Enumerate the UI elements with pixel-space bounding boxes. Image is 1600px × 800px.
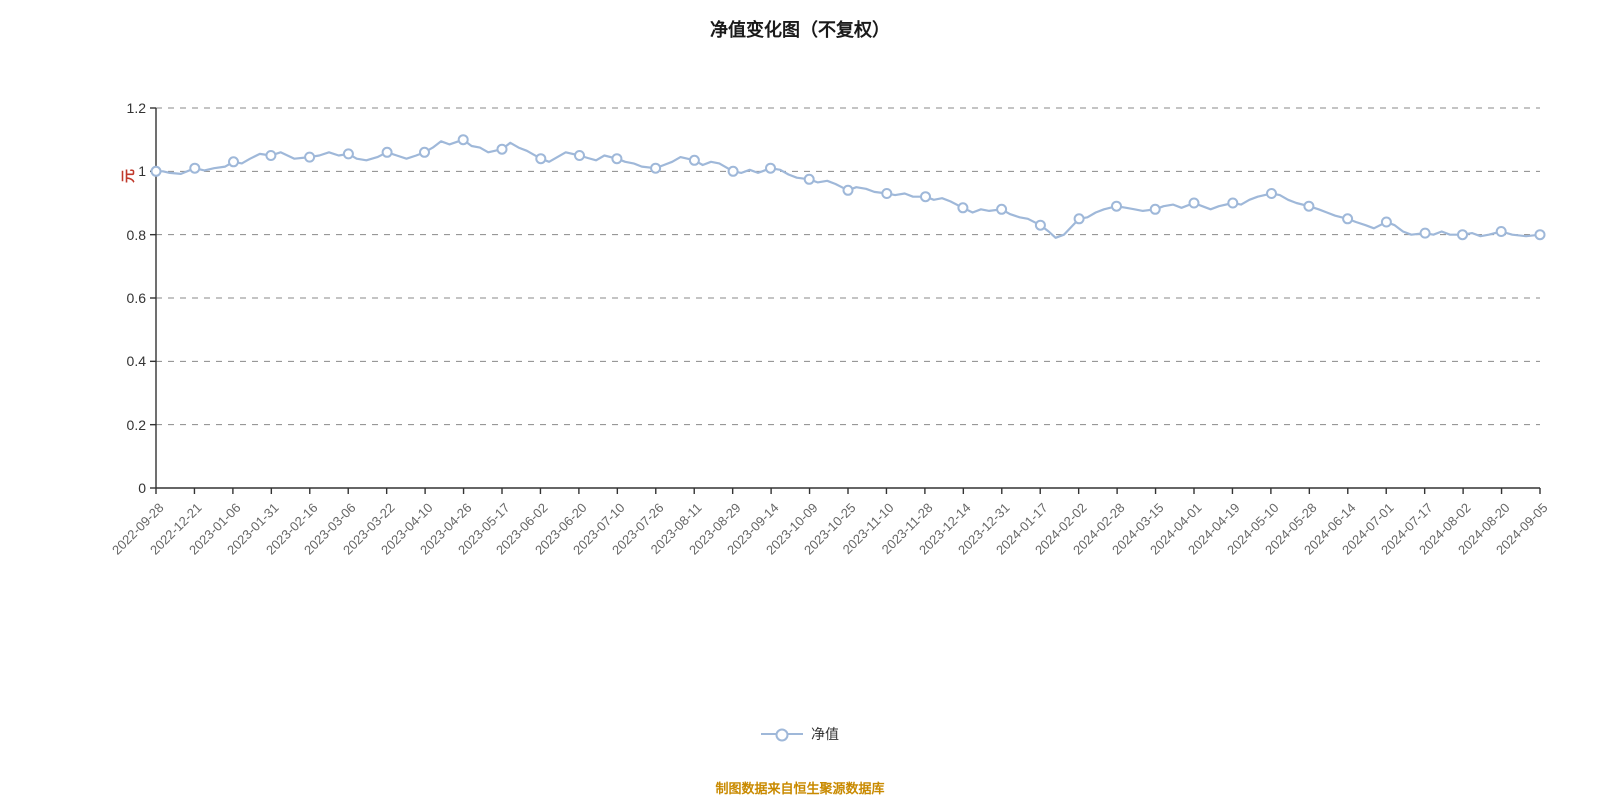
legend-item: 净值 — [761, 724, 839, 744]
y-tick-label: 1.2 — [106, 100, 146, 116]
y-tick-label: 0.8 — [106, 227, 146, 243]
y-tick-label: 0 — [106, 480, 146, 496]
chart-legend: 净值 — [0, 722, 1600, 744]
y-tick-label: 1 — [106, 163, 146, 179]
y-tick-label: 0.2 — [106, 417, 146, 433]
legend-marker-icon — [776, 729, 789, 742]
y-tick-label: 0.4 — [106, 353, 146, 369]
legend-line-icon — [761, 733, 803, 735]
legend-label: 净值 — [811, 724, 839, 744]
y-tick-label: 0.6 — [106, 290, 146, 306]
series-markers — [0, 0, 1600, 800]
chart-footer: 制图数据来自恒生聚源数据库 — [0, 778, 1600, 797]
